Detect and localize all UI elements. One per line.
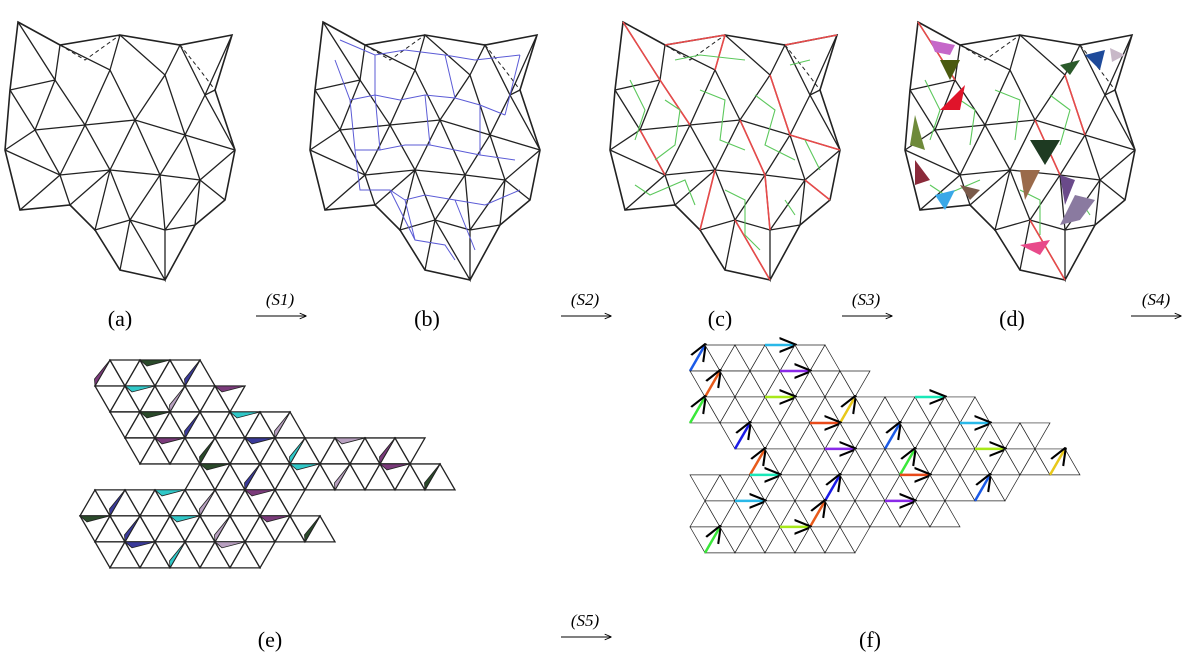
- figure: (a) (b) (c) (d) (e) (f) (S1) (S2) (S3) (…: [0, 0, 1186, 659]
- panel-label: (d): [999, 306, 1025, 331]
- panel-d-drawing: [905, 22, 1135, 280]
- step-label: (S2): [571, 290, 600, 309]
- panel-f-drawing: [690, 345, 1080, 553]
- panel-label: (a): [108, 306, 132, 331]
- panel-label: (c): [708, 306, 732, 331]
- panel-label: (b): [414, 306, 440, 331]
- step-label: (S5): [571, 611, 600, 630]
- panel-b-drawing: [310, 22, 540, 280]
- panel-e-drawing: [80, 360, 455, 568]
- step-label: (S4): [1142, 290, 1171, 309]
- panel-label: (f): [859, 627, 881, 652]
- panel-a-drawing: [5, 22, 235, 280]
- panel-label: (e): [258, 627, 282, 652]
- step-label: (S3): [852, 290, 881, 309]
- panel-c-drawing: [610, 22, 840, 280]
- step-label: (S1): [266, 290, 295, 309]
